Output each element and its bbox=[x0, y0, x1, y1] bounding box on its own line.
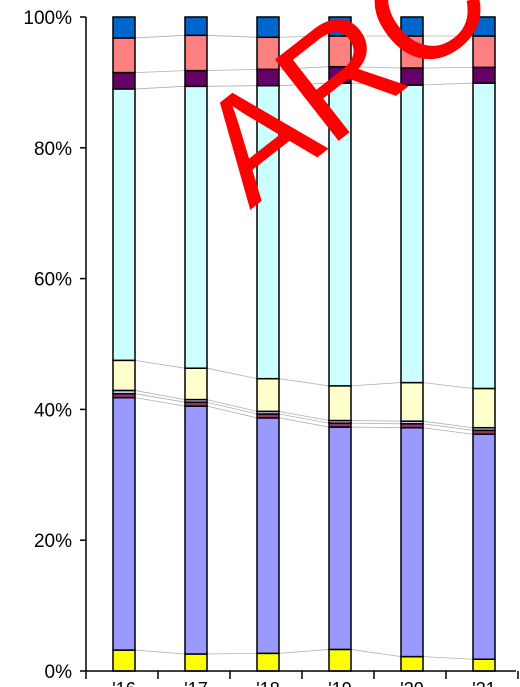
bar-segment bbox=[400, 655, 424, 672]
bar-segment bbox=[112, 37, 136, 74]
bar-segment bbox=[328, 16, 352, 37]
connector-line bbox=[206, 405, 258, 419]
connector-line bbox=[422, 382, 474, 389]
y-tick-label: 100% bbox=[23, 8, 72, 29]
bar-segment bbox=[184, 405, 208, 655]
bar-segment bbox=[400, 426, 424, 658]
connector-line bbox=[134, 70, 186, 73]
bar-segment bbox=[328, 385, 352, 422]
y-tick-label: 20% bbox=[34, 531, 72, 552]
connector-line bbox=[278, 35, 330, 38]
bars-layer bbox=[112, 16, 496, 672]
connector-line bbox=[134, 393, 186, 403]
bar-segment bbox=[472, 16, 496, 37]
connector-line bbox=[206, 34, 258, 38]
connector-line bbox=[206, 399, 258, 412]
connector-line bbox=[422, 423, 474, 431]
connector-line bbox=[278, 410, 330, 421]
bar-segment bbox=[400, 381, 424, 422]
bar-segment bbox=[112, 359, 136, 392]
connector-line bbox=[278, 413, 330, 424]
connector-line bbox=[350, 420, 402, 422]
bar-segment bbox=[256, 16, 280, 39]
bar-segment bbox=[112, 396, 136, 651]
connector-line bbox=[350, 382, 402, 387]
connector-line bbox=[206, 367, 258, 380]
bar-segment bbox=[472, 433, 496, 660]
connector-line bbox=[134, 649, 186, 655]
connector-line bbox=[134, 85, 186, 90]
bar-segment bbox=[112, 649, 136, 672]
x-tick-label: '20 bbox=[400, 679, 423, 687]
connector-line bbox=[278, 82, 330, 87]
axes-layer: 0% 20% 40% 60% 80% 100% '16 '17 '18 '19 '20 '21 bbox=[23, 8, 519, 687]
bar-segment bbox=[184, 34, 208, 72]
connector-line bbox=[422, 82, 474, 86]
connector-line bbox=[206, 85, 258, 87]
bar-segment bbox=[256, 652, 280, 672]
connector-line bbox=[422, 420, 474, 429]
bar-segment bbox=[472, 658, 496, 672]
x-tick-label: '21 bbox=[472, 679, 495, 687]
connector-line bbox=[134, 397, 186, 407]
connector-line bbox=[350, 422, 402, 425]
y-tick-label: 0% bbox=[45, 662, 73, 683]
bar-segment bbox=[472, 387, 496, 429]
x-tick-label: '18 bbox=[256, 679, 279, 687]
bar-segment bbox=[184, 367, 208, 401]
connector-line bbox=[206, 68, 258, 72]
connector-line bbox=[278, 649, 330, 654]
y-tick-label: 80% bbox=[34, 139, 72, 160]
bar-segment bbox=[328, 648, 352, 672]
connector-line bbox=[422, 66, 474, 69]
connector-line bbox=[278, 66, 330, 70]
bar-segment bbox=[184, 16, 208, 37]
connector-line bbox=[350, 66, 402, 69]
series-connector-lines bbox=[134, 34, 474, 660]
bar-segment bbox=[112, 88, 136, 362]
x-tick-label: '17 bbox=[184, 679, 207, 687]
connector-line bbox=[350, 426, 402, 429]
connector-line bbox=[422, 427, 474, 435]
bar-segment bbox=[112, 16, 136, 39]
connector-line bbox=[134, 359, 186, 369]
bar-segment bbox=[112, 71, 136, 90]
connector-line bbox=[278, 417, 330, 428]
connector-line bbox=[206, 652, 258, 655]
x-tick-label: '19 bbox=[328, 679, 351, 687]
bar-segment bbox=[256, 417, 280, 655]
connector-line bbox=[206, 401, 258, 415]
bar-segment bbox=[328, 426, 352, 651]
bar-segment bbox=[256, 377, 280, 413]
connector-line bbox=[134, 34, 186, 39]
bar-segment bbox=[184, 653, 208, 672]
connector-line bbox=[422, 656, 474, 660]
connector-line bbox=[350, 82, 402, 86]
connector-line bbox=[278, 378, 330, 387]
bar-segment bbox=[472, 82, 496, 390]
x-tick-label: '16 bbox=[112, 679, 135, 687]
connector-line bbox=[350, 649, 402, 658]
y-tick-label: 60% bbox=[34, 270, 72, 291]
y-tick-label: 40% bbox=[34, 400, 72, 421]
bar-segment bbox=[400, 16, 424, 37]
connector-line bbox=[134, 390, 186, 400]
